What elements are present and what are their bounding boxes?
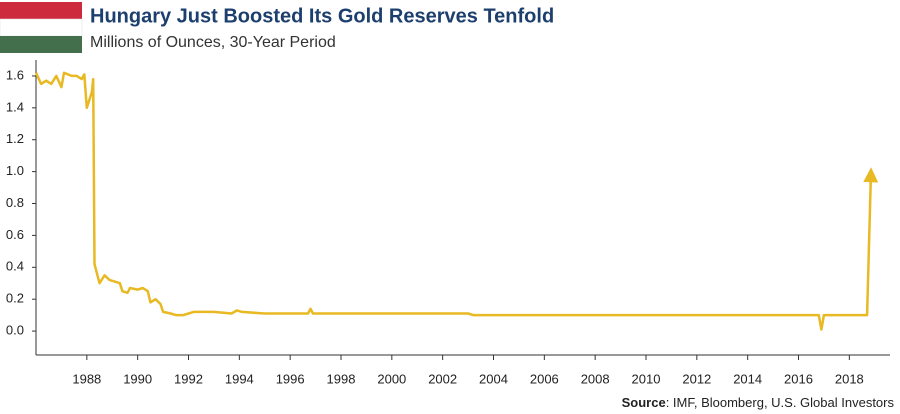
y-tick-label: 1.0 [6,163,24,178]
y-tick-label: 0.0 [6,323,24,338]
x-tick-label: 1992 [174,371,203,386]
x-tick-label: 1998 [327,371,356,386]
x-tick-label: 1994 [225,371,254,386]
x-tick-label: 2002 [428,371,457,386]
x-tick-label: 2014 [733,371,762,386]
y-tick-label: 1.2 [6,131,24,146]
y-tick-label: 0.8 [6,195,24,210]
x-tick-label: 2006 [530,371,559,386]
source: Source: IMF, Bloomberg, U.S. Global Inve… [622,395,895,410]
x-tick-label: 1988 [72,371,101,386]
x-tick-label: 2000 [377,371,406,386]
y-tick-label: 0.6 [6,227,24,242]
x-tick-label: 2008 [581,371,610,386]
source-text: : IMF, Bloomberg, U.S. Global Investors [666,395,895,410]
y-tick-label: 0.2 [6,291,24,306]
y-tick-label: 1.4 [6,99,24,114]
x-tick-label: 2012 [682,371,711,386]
y-tick-label: 1.6 [6,67,24,82]
flag-red [0,2,82,19]
x-tick-label: 1990 [123,371,152,386]
line [34,71,879,331]
flag-white [0,18,83,37]
x-tick-label: 1996 [276,371,305,386]
chart-title: Hungary Just Boosted Its Gold Reserves T… [90,5,554,27]
x-tick-label: 2010 [632,371,661,386]
x-tick-label: 2004 [479,371,508,386]
flag-green [0,36,82,53]
chart-subtitle: Millions of Ounces, 30-Year Period [90,34,336,51]
x-tick-label: 2018 [835,371,864,386]
source-label: Source [622,395,666,410]
x-tick-label: 2016 [784,371,813,386]
y-tick-label: 0.4 [6,259,24,274]
